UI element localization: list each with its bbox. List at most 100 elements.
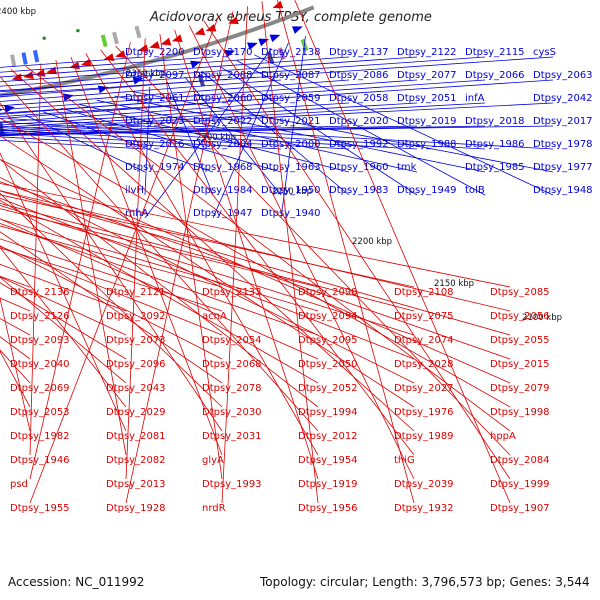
minus-gene-label: Dtpsy_1999: [490, 479, 550, 490]
minus-gene-label: Dtpsy_2078: [202, 383, 262, 394]
plus-gene-label: Dtpsy_1963: [261, 162, 321, 173]
minus-label-leader: [0, 192, 223, 408]
minus-gene-label: Dtpsy_2094: [298, 311, 358, 322]
plus-strand-gene: [292, 26, 303, 34]
plus-label-leader: [0, 56, 486, 92]
feature-block: [100, 34, 108, 48]
minus-gene-label: Dtpsy_2085: [490, 287, 550, 298]
minus-gene-label: Dtpsy_2050: [298, 359, 358, 370]
plus-label-leader: [254, 54, 554, 196]
plus-gene-label: Dtpsy_2058: [329, 93, 389, 104]
minus-label-leader: [174, 29, 319, 480]
plus-label-leader: [0, 56, 282, 78]
plus-label-leader: [132, 91, 554, 173]
plus-label-leader: [0, 79, 350, 107]
minus-gene-label: Dtpsy_2027: [394, 383, 454, 394]
minus-gene-label: Dtpsy_2013: [106, 479, 166, 490]
plus-label-leader: [0, 79, 214, 98]
feature-block: [10, 54, 17, 67]
minus-gene-label: Dtpsy_2056: [490, 311, 550, 322]
minus-label-leader: [0, 190, 511, 336]
minus-gene-label: Dtpsy_1954: [298, 455, 358, 466]
plus-label-leader: [0, 102, 146, 115]
minus-label-leader: [221, 6, 248, 504]
plus-label-leader: [7, 118, 554, 150]
plus-label-leader: [0, 121, 486, 150]
plus-gene-label: Dtpsy_1949: [397, 185, 457, 196]
minus-label-leader: [0, 190, 511, 312]
minus-label-leader: [0, 135, 415, 408]
minus-label-leader: [0, 183, 511, 288]
kbp-tick-label: 2350 kbp: [126, 69, 166, 79]
plus-gene-label: Dtpsy_1968: [193, 162, 253, 173]
minus-strand-gene: [194, 27, 206, 36]
plus-label-leader: [219, 65, 418, 196]
plus-gene-label: Dtpsy_2004: [193, 139, 253, 150]
minus-gene-label: Dtpsy_2082: [106, 455, 166, 466]
minus-label-leader: [115, 45, 511, 456]
minus-gene-label: Dtpsy_1993: [202, 479, 262, 490]
plus-gene-label: Dtpsy_2200: [125, 47, 185, 58]
minus-label-leader: [0, 263, 127, 312]
plus-gene-label: Dtpsy_1947: [193, 208, 253, 219]
plus-gene-label: Dtpsy_2077: [397, 70, 457, 81]
plus-gene-label: Dtpsy_1992: [329, 139, 389, 150]
plus-gene-label: Dtpsy_2019: [397, 116, 457, 127]
minus-label-leader: [125, 11, 234, 504]
minus-gene-label: Dtpsy_2055: [490, 335, 550, 346]
minus-gene-label: Dtpsy_2068: [202, 359, 262, 370]
minus-strand-gene: [115, 50, 126, 59]
feature-block: [32, 49, 40, 63]
minus-label-leader: [0, 102, 223, 432]
plus-gene-label: Dtpsy_2017: [533, 116, 593, 127]
feature-block: [134, 25, 142, 39]
plus-gene-label: Dtpsy_1977: [533, 162, 593, 173]
plus-label-leader: [0, 56, 554, 96]
plus-gene-label: Dtpsy_1988: [397, 139, 457, 150]
minus-gene-label: Dtpsy_1998: [490, 407, 550, 418]
plus-label-leader: [25, 115, 146, 173]
minus-gene-label: Dtpsy_2069: [10, 383, 70, 394]
minus-gene-label: Dtpsy_2039: [394, 479, 454, 490]
minus-gene-label: glyA: [202, 455, 224, 466]
minus-gene-label: Dtpsy_1955: [10, 503, 70, 514]
minus-strand-gene: [137, 44, 149, 52]
minus-gene-label: Dtpsy_2121: [106, 287, 166, 298]
minus-label-leader: [29, 63, 42, 456]
plus-gene-label: rnhA: [125, 208, 149, 219]
plus-label-leader: [61, 107, 282, 173]
plus-label-leader: [0, 136, 214, 150]
minus-label-leader: [25, 66, 511, 432]
feature-block: [277, 47, 286, 60]
plus-label-leader: [166, 81, 214, 196]
plus-gene-label: cysS: [533, 47, 556, 58]
plus-label-leader: [79, 103, 350, 173]
plus-strand-gene: [258, 38, 270, 47]
minus-strand-gene: [149, 41, 160, 49]
minus-label-leader: [0, 218, 319, 360]
minus-label-leader: [0, 218, 319, 312]
plus-label-leader: [0, 79, 418, 111]
minus-gene-label: Dtpsy_2030: [202, 407, 262, 418]
minus-gene-label: Dtpsy_1932: [394, 503, 454, 514]
plus-gene-label: Dtpsy_2051: [397, 93, 457, 104]
plus-strand-gene: [247, 42, 258, 51]
minus-gene-label: Dtpsy_2081: [106, 431, 166, 442]
minus-label-leader: [0, 176, 415, 384]
plus-gene-label: Dtpsy_2088: [193, 70, 253, 81]
minus-label-leader: [29, 16, 219, 504]
plus-label-leader: [0, 56, 146, 68]
minus-label-leader: [0, 208, 319, 288]
plus-label-leader: [43, 111, 214, 173]
minus-label-leader: [0, 204, 415, 336]
plus-gene-label: Dtpsy_1974: [125, 162, 185, 173]
minus-label-leader: [0, 117, 511, 408]
genome-backbone: [0, 5, 315, 98]
minus-gene-label: acnA: [202, 311, 227, 322]
minus-label-leader: [0, 222, 319, 336]
plus-label-leader: [0, 56, 418, 87]
plus-gene-label: Dtpsy_1984: [193, 185, 253, 196]
minus-gene-label: Dtpsy_2053: [10, 407, 70, 418]
